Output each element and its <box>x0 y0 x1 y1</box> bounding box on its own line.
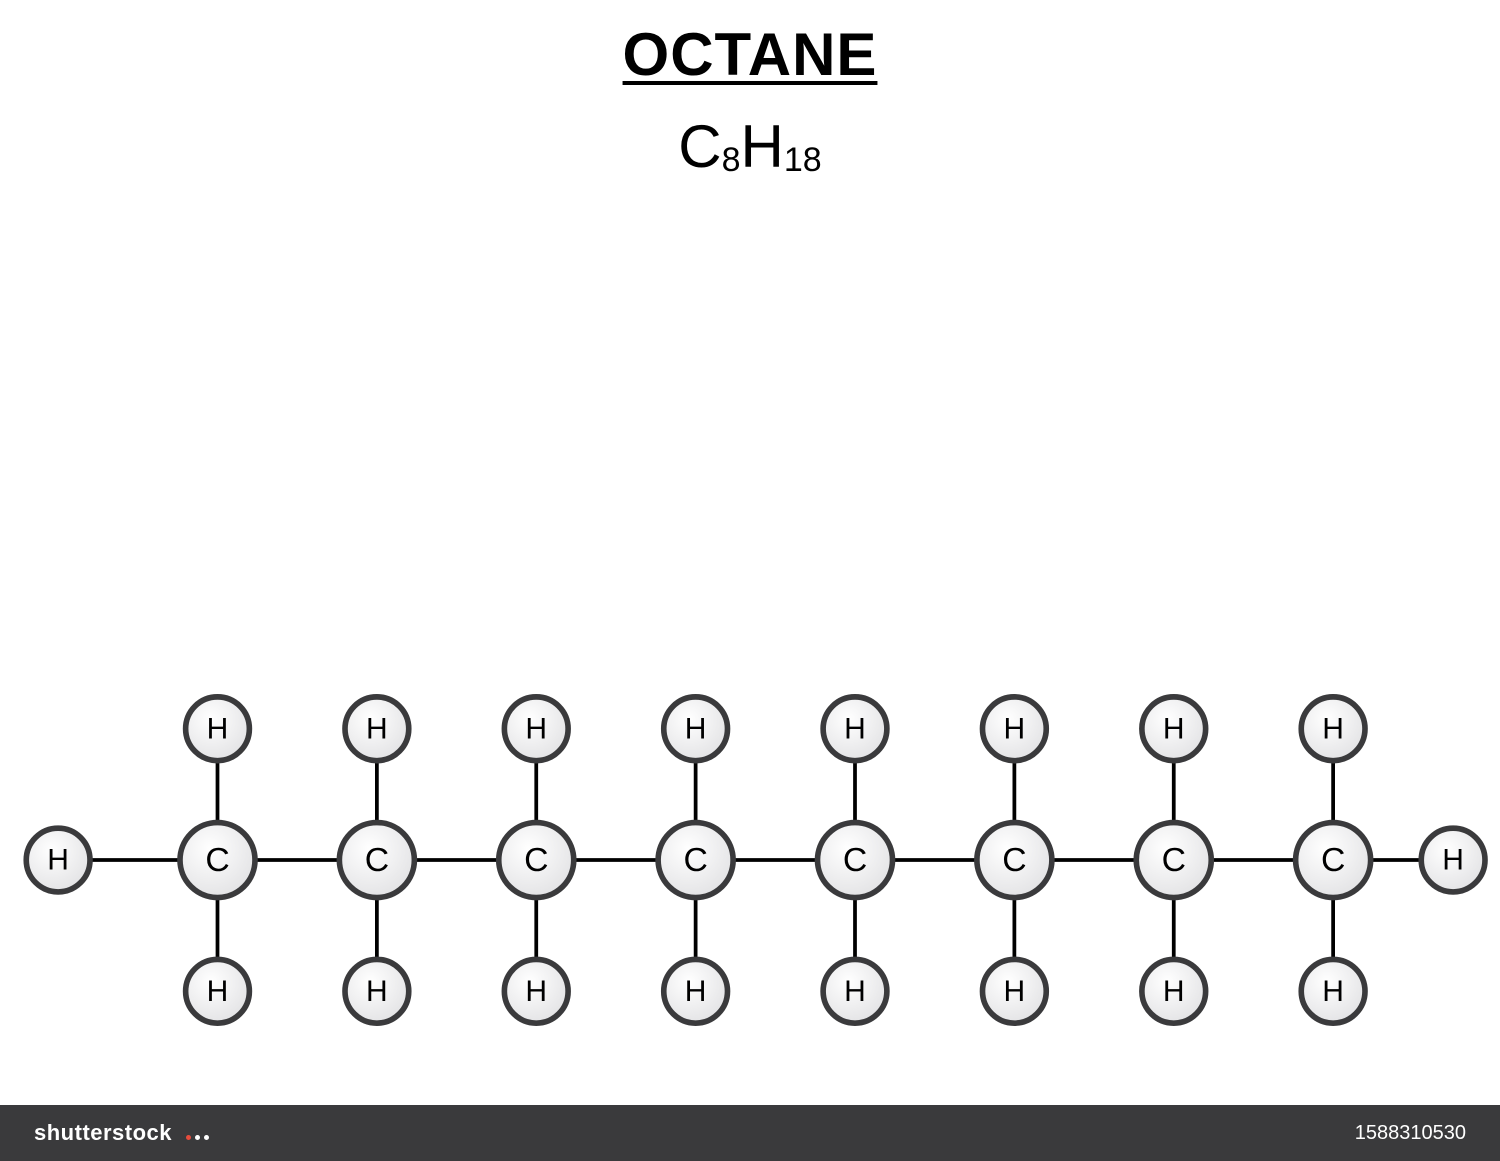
atom-label: H <box>1322 712 1344 745</box>
atom-label: C <box>365 841 389 879</box>
atom-label: H <box>207 712 229 745</box>
header-block: OCTANE C8H18 <box>623 20 878 177</box>
atom-label: C <box>1162 841 1186 879</box>
atom-h: H <box>1301 959 1365 1023</box>
atom-label: C <box>205 841 229 879</box>
atom-c: C <box>180 823 255 898</box>
atom-c: C <box>339 823 414 898</box>
structure-diagram: H C C C C C C C C H H H H H H H H H H H H H H H H H <box>0 660 1500 1060</box>
bonds-layer <box>58 729 1453 992</box>
atom-c: C <box>977 823 1052 898</box>
atom-label: H <box>685 712 707 745</box>
atom-h: H <box>504 959 568 1023</box>
atom-h: H <box>983 697 1047 761</box>
atom-h: H <box>504 697 568 761</box>
formula-c: C <box>678 113 721 180</box>
atom-h: H <box>1421 828 1485 892</box>
atom-h: H <box>1142 697 1206 761</box>
atom-label: H <box>525 712 547 745</box>
atom-h: H <box>186 697 250 761</box>
atom-label: H <box>685 975 707 1008</box>
atom-h: H <box>1301 697 1365 761</box>
atom-label: C <box>683 841 707 879</box>
atom-h: H <box>26 828 90 892</box>
atom-label: H <box>525 975 547 1008</box>
atom-label: H <box>844 712 866 745</box>
atom-label: H <box>1163 712 1185 745</box>
atom-h: H <box>823 959 887 1023</box>
atom-h: H <box>1142 959 1206 1023</box>
atom-label: H <box>366 712 388 745</box>
footer-bar: shutterstock 1588310530 <box>0 1105 1500 1161</box>
molecular-formula: C8H18 <box>623 117 878 177</box>
molecule-title: OCTANE <box>623 20 878 89</box>
brand-dots-icon <box>186 1135 209 1140</box>
atom-label: H <box>1004 712 1026 745</box>
atom-label: C <box>1321 841 1345 879</box>
atom-c: C <box>818 823 893 898</box>
atom-h: H <box>186 959 250 1023</box>
atom-c: C <box>1296 823 1371 898</box>
atom-c: C <box>658 823 733 898</box>
atom-label: H <box>366 975 388 1008</box>
atom-h: H <box>345 697 409 761</box>
atom-label: C <box>1002 841 1026 879</box>
atom-h: H <box>345 959 409 1023</box>
formula-h-sub: 18 <box>784 141 822 179</box>
atom-h: H <box>983 959 1047 1023</box>
atom-h: H <box>823 697 887 761</box>
image-id: 1588310530 <box>1355 1122 1466 1145</box>
atom-c: C <box>499 823 574 898</box>
atom-c: C <box>1136 823 1211 898</box>
formula-h: H <box>741 113 784 180</box>
footer-brand: shutterstock <box>34 1120 209 1146</box>
atom-label: H <box>1442 844 1464 877</box>
atom-label: C <box>843 841 867 879</box>
atom-label: H <box>1322 975 1344 1008</box>
atom-h: H <box>664 959 728 1023</box>
atom-label: C <box>524 841 548 879</box>
atom-h: H <box>664 697 728 761</box>
atom-label: H <box>844 975 866 1008</box>
atom-label: H <box>47 844 69 877</box>
atom-label: H <box>1163 975 1185 1008</box>
atom-label: H <box>1004 975 1026 1008</box>
atom-label: H <box>207 975 229 1008</box>
formula-c-sub: 8 <box>722 141 741 179</box>
